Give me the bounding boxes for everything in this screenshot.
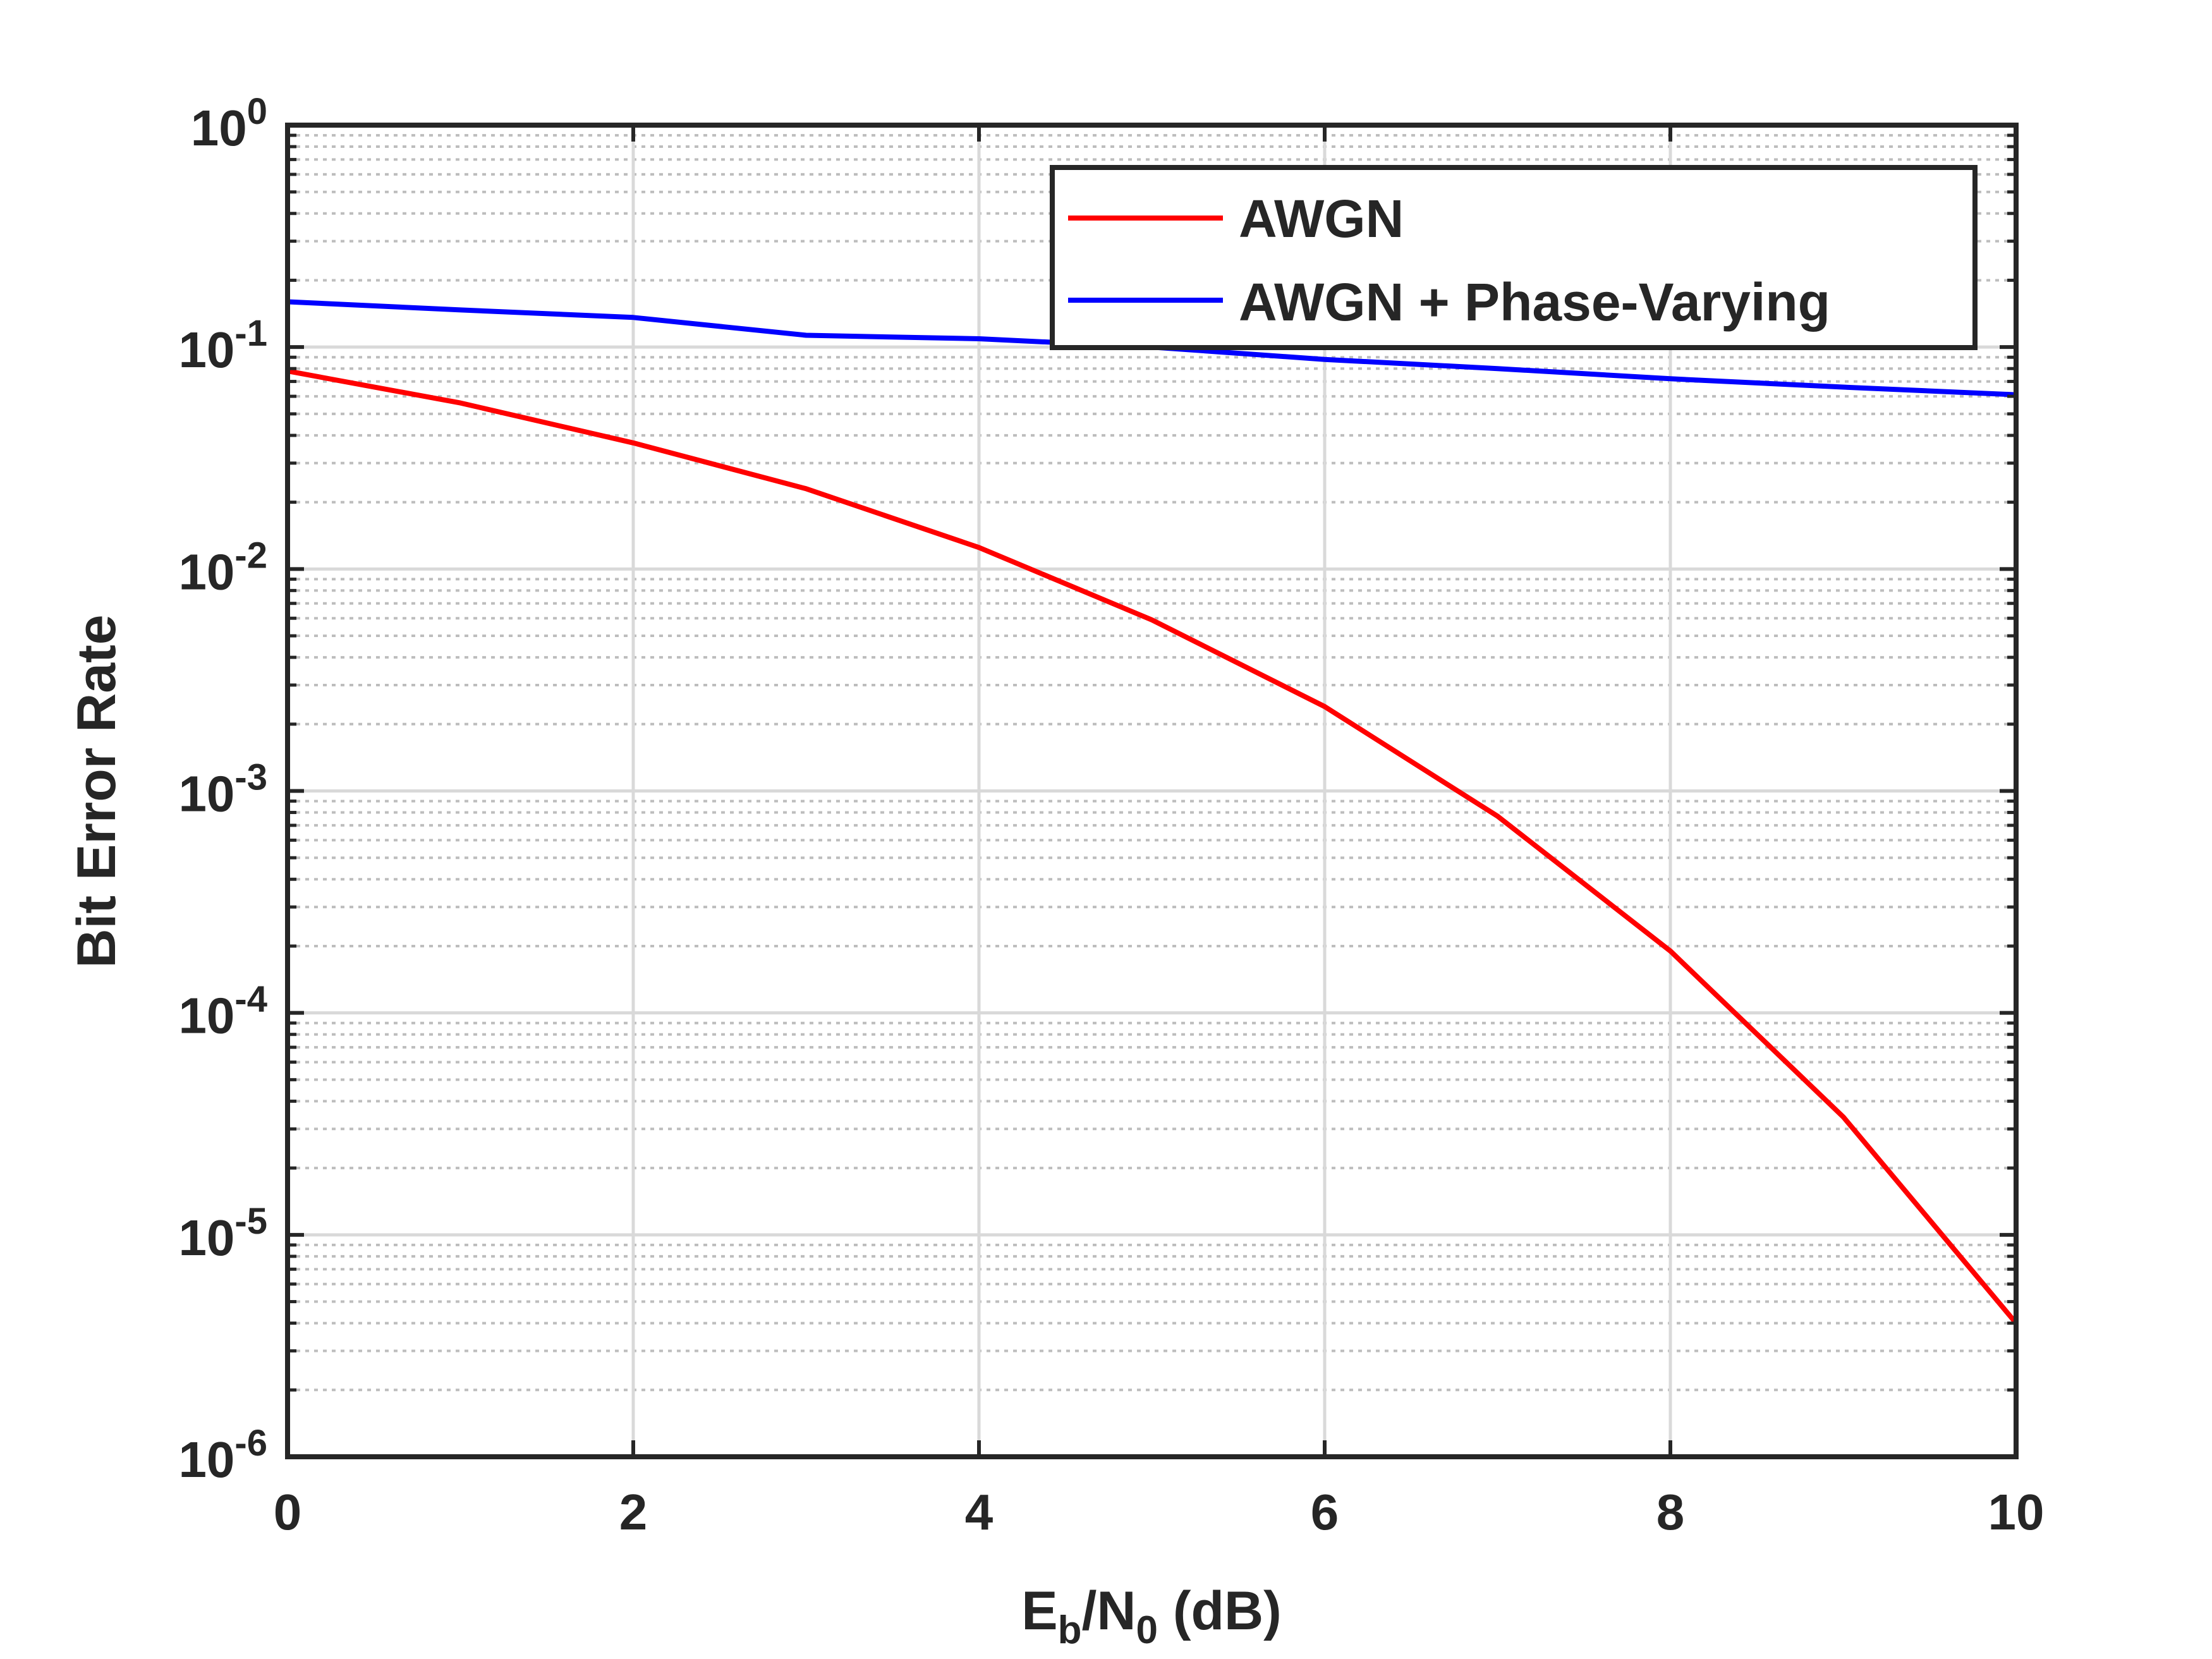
x-tick-labels: 0 2 4 6 8 10 [274,1484,2045,1540]
x-tick-label: 4 [965,1484,994,1540]
y-tick-label: 10-2 [178,535,267,600]
series-line-awgn [287,368,2019,1325]
axis-ticks [286,123,2018,1459]
y-tick-labels: 10-6 10-5 10-4 10-3 10-2 10-1 100 [178,91,267,1488]
x-axis-label: Eb/N0 (dB) [1021,1581,1282,1652]
y-tick-label: 10-1 [178,313,267,378]
y-tick-label: 10-4 [178,979,267,1044]
y-tick-label: 10-5 [178,1201,267,1266]
x-tick-label: 0 [274,1484,302,1540]
x-tick-label: 2 [619,1484,648,1540]
y-tick-label: 100 [191,91,267,156]
y-tick-label: 10-3 [178,757,267,822]
x-tick-label: 10 [1988,1484,2045,1540]
legend-box [1050,165,1978,350]
x-tick-label: 8 [1656,1484,1685,1540]
y-axis-label: Bit Error Rate [66,614,127,968]
legend-label-awgn-phase-varying: AWGN + Phase-Varying [1239,272,1830,332]
legend-label-awgn: AWGN [1239,189,1404,248]
legend: AWGN AWGN + Phase-Varying [1050,165,1978,350]
x-tick-label: 6 [1311,1484,1339,1540]
y-tick-label: 10-6 [178,1423,267,1488]
